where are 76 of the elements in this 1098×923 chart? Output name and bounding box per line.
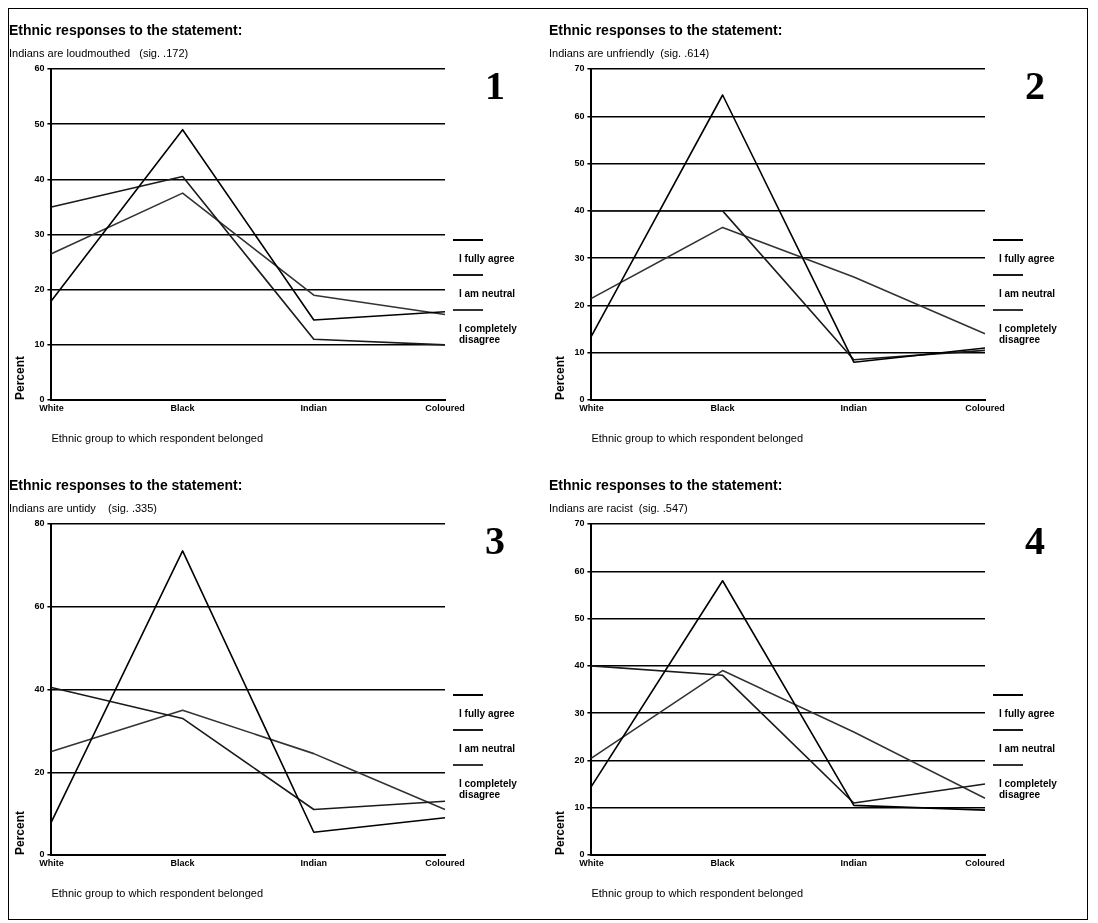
y-tick-label: 10 [574, 802, 585, 813]
y-tick-label: 30 [574, 252, 585, 263]
x-tick-label: Coloured [965, 857, 1005, 868]
chart-title: Ethnic responses to the statement: [9, 22, 243, 39]
y-tick-label: 60 [34, 601, 45, 612]
y-tick-label: 70 [574, 63, 585, 74]
x-tick-label: White [579, 857, 604, 868]
y-tick-label: 60 [574, 110, 585, 121]
x-axis-title: Ethnic group to which respondent belonged [51, 887, 264, 900]
y-tick-label: 70 [574, 518, 585, 529]
text: 2 [1025, 63, 1045, 109]
chart-title: Ethnic responses to the statement: [549, 22, 783, 39]
y-tick-label: 20 [574, 299, 585, 310]
x-axis-title: Ethnic group to which respondent belonged [51, 432, 264, 445]
y-tick-label: 20 [34, 766, 45, 777]
x-tick-label: White [579, 402, 604, 413]
x-tick-label: Indian [300, 857, 328, 868]
y-tick-label: 30 [574, 707, 585, 718]
chart-subtitle: Indians are untidy (sig. .335) [9, 502, 157, 515]
y-axis-title: Percent [12, 355, 27, 400]
text: I fully agree [998, 708, 1056, 719]
y-axis-title: Percent [552, 810, 567, 855]
chart-subtitle: Indians are unfriendly (sig. .614) [549, 47, 710, 60]
y-tick-label: 20 [34, 284, 45, 295]
x-tick-label: Indian [300, 402, 328, 413]
text: I fully agree [458, 253, 516, 264]
text: I am neutral [998, 743, 1057, 754]
y-tick-label: 10 [34, 339, 45, 350]
chart-subtitle: Indians are racist (sig. .547) [549, 502, 688, 515]
text: 1 [485, 63, 505, 109]
text: I fully agree [458, 708, 516, 719]
text: I am neutral [998, 288, 1057, 299]
y-tick-label: 40 [574, 205, 585, 216]
y-tick-label: 0 [579, 394, 585, 405]
y-tick-label: 60 [574, 565, 585, 576]
series-label: I completely disagree [998, 778, 1058, 800]
y-axis-title: Percent [552, 355, 567, 400]
text: I am neutral [458, 743, 517, 754]
y-tick-label: 50 [34, 118, 45, 129]
y-tick-label: 0 [39, 849, 45, 860]
x-tick-label: Coloured [425, 402, 465, 413]
y-tick-label: 80 [34, 518, 45, 529]
y-tick-label: 30 [34, 228, 45, 239]
chart-title: Ethnic responses to the statement: [549, 477, 783, 494]
chart-subtitle: Indians are loudmouthed (sig. .172) [9, 47, 189, 60]
y-tick-label: 20 [574, 754, 585, 765]
text: 3 [485, 518, 505, 564]
y-tick-label: 0 [39, 394, 45, 405]
x-tick-label: Coloured [965, 402, 1005, 413]
y-tick-label: 0 [579, 849, 585, 860]
y-tick-label: 50 [574, 158, 585, 169]
series-label: I completely disagree [998, 323, 1058, 345]
y-tick-label: 40 [574, 660, 585, 671]
chart-title: Ethnic responses to the statement: [9, 477, 243, 494]
y-axis-title: Percent [12, 810, 27, 855]
text: I am neutral [458, 288, 517, 299]
text: I fully agree [998, 253, 1056, 264]
series-label: I completely disagree [458, 323, 518, 345]
x-tick-label: White [39, 857, 64, 868]
y-tick-label: 10 [574, 347, 585, 358]
series-label: I completely disagree [458, 778, 518, 800]
x-tick-label: Black [170, 402, 196, 413]
y-tick-label: 40 [34, 683, 45, 694]
x-tick-label: Indian [840, 402, 868, 413]
x-tick-label: Coloured [425, 857, 465, 868]
x-tick-label: Black [710, 402, 736, 413]
x-tick-label: Black [710, 857, 736, 868]
x-tick-label: White [39, 402, 64, 413]
x-tick-label: Indian [840, 857, 868, 868]
text: 4 [1025, 518, 1045, 564]
x-tick-label: Black [170, 857, 196, 868]
x-axis-title: Ethnic group to which respondent belonged [591, 887, 804, 900]
y-tick-label: 60 [34, 63, 45, 74]
y-tick-label: 50 [574, 613, 585, 624]
x-axis-title: Ethnic group to which respondent belonged [591, 432, 804, 445]
y-tick-label: 40 [34, 173, 45, 184]
